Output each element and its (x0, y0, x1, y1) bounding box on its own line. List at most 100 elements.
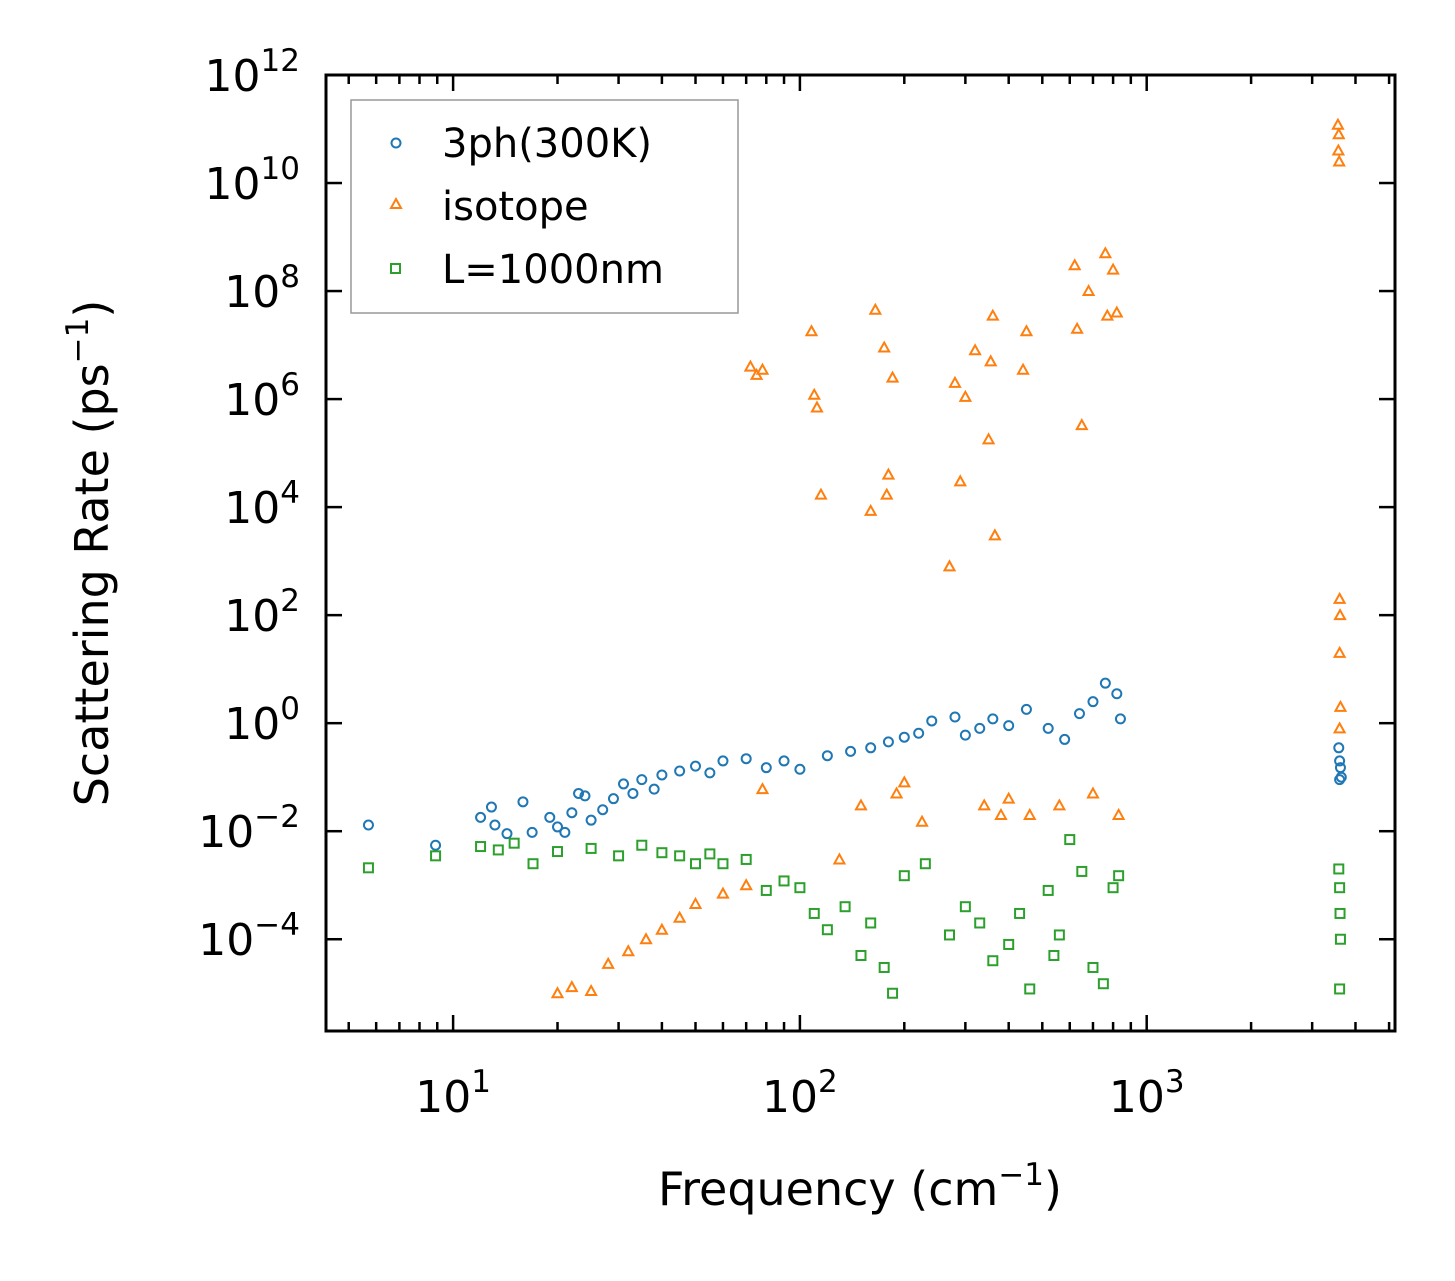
data-point-boundary (760, 884, 772, 896)
data-point-3ph (760, 762, 772, 774)
data-point-3ph (740, 753, 752, 765)
data-point-boundary (717, 858, 729, 870)
data-point-boundary (821, 924, 833, 936)
data-point-3ph (949, 711, 961, 723)
data-point-isotope (639, 932, 653, 945)
data-point-3ph (579, 790, 591, 802)
data-point-3ph (1334, 755, 1346, 767)
data-point-isotope (880, 487, 894, 500)
y-tick-label: 106 (224, 367, 300, 426)
data-point-boundary (974, 917, 986, 929)
x-tick-label-base: 10 (415, 1072, 471, 1123)
data-point-boundary (636, 839, 648, 851)
data-point-boundary (808, 907, 820, 919)
data-point-3ph (882, 736, 894, 748)
data-point-isotope (984, 354, 998, 367)
data-point-3ph (1333, 742, 1345, 754)
data-point-boundary (794, 882, 806, 894)
data-point-boundary (887, 987, 899, 999)
data-point-boundary (740, 853, 752, 865)
y-tick-label-exponent: 6 (280, 367, 300, 403)
data-point-isotope (716, 886, 730, 899)
data-point-isotope (1067, 258, 1082, 271)
data-point-boundary (1064, 834, 1076, 846)
data-point-3ph (585, 814, 597, 826)
y-tick-label-base: 10 (224, 591, 280, 642)
data-point-3ph (1114, 713, 1126, 725)
legend-marker-3ph (390, 137, 402, 149)
data-point-3ph (821, 750, 833, 762)
data-point-boundary (492, 844, 504, 856)
data-point-boundary (1334, 907, 1346, 919)
data-point-isotope (885, 370, 900, 383)
data-point-boundary (552, 846, 564, 858)
data-point-isotope (601, 956, 615, 969)
data-point-isotope (1332, 645, 1347, 658)
x-axis-title-tail: ) (1044, 1162, 1062, 1216)
data-point-isotope (688, 896, 703, 909)
y-tick-label: 100 (224, 691, 300, 750)
x-tick-label-exponent: 3 (1165, 1064, 1185, 1100)
data-point-boundary (987, 955, 999, 967)
data-point-isotope (958, 389, 973, 402)
data-point-3ph (559, 826, 571, 838)
data-point-3ph (1059, 733, 1071, 745)
data-point-isotope (986, 308, 1000, 321)
y-axis-title-sup: −1 (60, 318, 96, 364)
legend: 3ph(300K) isotope L=1000nm (350, 99, 739, 314)
y-tick-label-base: 10 (224, 375, 280, 426)
data-point-isotope (942, 559, 957, 572)
data-point-isotope (953, 474, 967, 487)
data-point-3ph (1099, 677, 1111, 689)
data-point-isotope (814, 487, 828, 500)
data-point-boundary (674, 850, 686, 862)
data-point-isotope (1075, 418, 1089, 431)
legend-marker-isotope (389, 196, 403, 209)
y-tick-label-base: 10 (224, 267, 280, 318)
y-tick-label-base: 10 (205, 51, 261, 102)
data-point-isotope (877, 340, 891, 353)
data-point-boundary (1334, 882, 1346, 894)
data-point-isotope (1023, 807, 1037, 820)
y-tick-label: 1012 (205, 43, 300, 102)
y-axis-title-tail: ) (65, 300, 119, 318)
y-tick-label-base: 10 (224, 483, 280, 534)
data-point-boundary (943, 929, 955, 941)
data-point-isotope (1333, 608, 1347, 621)
y-tick-label-base: 10 (198, 915, 254, 966)
data-point-isotope (1081, 283, 1096, 297)
data-point-isotope (672, 910, 687, 923)
data-point-isotope (1106, 262, 1120, 275)
data-point-boundary (1113, 870, 1125, 882)
x-tick-label: 102 (762, 1064, 838, 1123)
data-point-isotope (1333, 699, 1348, 712)
data-point-3ph (913, 727, 925, 739)
data-point-3ph (475, 811, 487, 823)
data-point-3ph (526, 826, 538, 838)
x-tick-label: 103 (1109, 1064, 1185, 1123)
series-0 (362, 677, 1347, 851)
x-axis-title-sup: −1 (998, 1157, 1044, 1193)
data-point-isotope (1001, 791, 1016, 804)
data-point-isotope (1110, 305, 1124, 318)
data-point-isotope (1332, 127, 1346, 140)
x-axis-title: Frequency (cm−1) (658, 1157, 1062, 1216)
data-point-isotope (739, 878, 753, 891)
x-tick-label: 101 (415, 1064, 491, 1123)
data-point-boundary (1076, 865, 1088, 877)
y-tick-label-base: 10 (205, 159, 261, 210)
data-point-3ph (362, 819, 374, 831)
y-tick-label-exponent: 8 (280, 259, 300, 295)
data-point-isotope (1019, 324, 1034, 337)
data-point-3ph (597, 804, 609, 816)
data-point-isotope (743, 359, 758, 372)
data-point-isotope (1100, 308, 1115, 321)
data-point-isotope (810, 400, 824, 413)
x-tick-label-exponent: 1 (471, 1064, 491, 1100)
data-point-isotope (807, 387, 821, 400)
data-point-3ph (489, 819, 501, 831)
data-point-boundary (690, 858, 702, 870)
data-point-3ph (636, 774, 648, 786)
data-point-isotope (621, 944, 635, 957)
